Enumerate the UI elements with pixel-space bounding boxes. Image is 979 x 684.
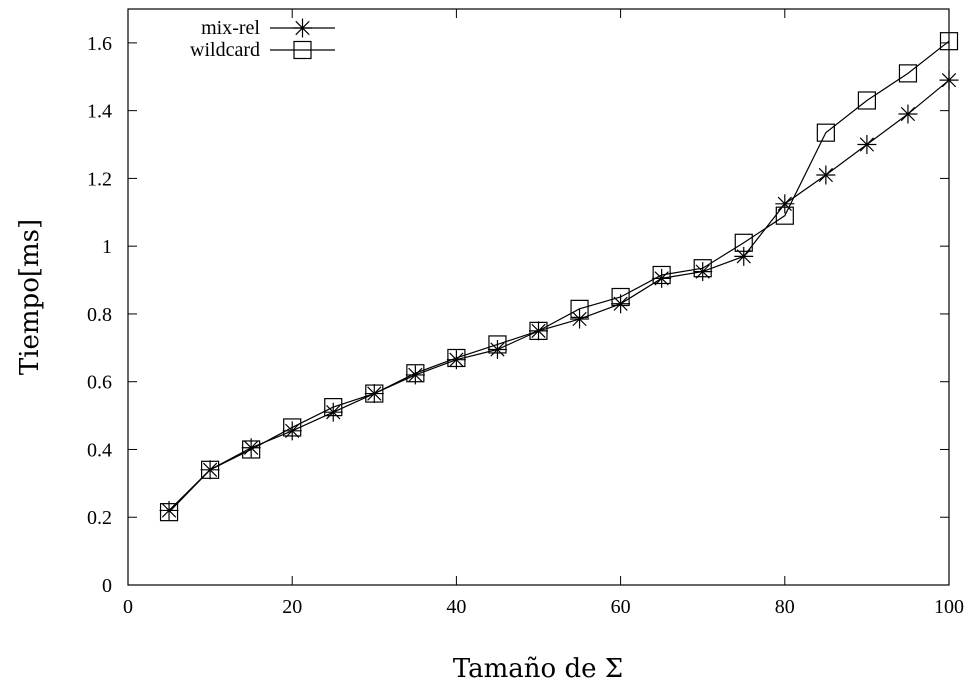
data-point-asterisk [570, 309, 590, 329]
series-layer [159, 32, 959, 522]
data-point-square [201, 460, 220, 479]
data-point-square [293, 40, 312, 60]
y-tick-label: 0.8 [87, 304, 112, 326]
data-point-asterisk [857, 135, 877, 155]
data-point-square [693, 259, 712, 278]
axis-ticks [127, 9, 950, 586]
axis-tick-labels: 0 20 40 60 80 100 0 0.2 0.4 0.6 0.8 1 1.2 1.4 1.6 [87, 33, 964, 618]
series-line [168, 79, 950, 511]
data-point-square [611, 287, 630, 307]
x-axis-title: Tamaño de Σ [453, 654, 623, 684]
y-tick-label: 0.2 [87, 507, 112, 529]
data-point-square [816, 123, 835, 142]
y-axis-title: Tiempo[ms] [15, 219, 45, 375]
legend-label: wildcard [190, 39, 260, 61]
y-tick-label: 1.4 [87, 101, 112, 123]
data-point-square [324, 398, 343, 417]
legend-item-wildcard: wildcard [190, 39, 335, 61]
data-point-asterisk [293, 18, 312, 38]
legend-label: mix-rel [201, 17, 260, 39]
x-tick-label: 20 [282, 596, 302, 618]
data-point-asterisk [775, 194, 795, 214]
data-point-asterisk [734, 246, 754, 266]
data-point-square [365, 384, 384, 403]
data-point-square [406, 364, 425, 383]
data-point-square [652, 265, 671, 285]
series-wildcard [159, 32, 959, 522]
data-point-asterisk [487, 340, 507, 360]
data-point-asterisk [898, 104, 918, 124]
y-tick-label: 0 [102, 575, 112, 597]
data-point-asterisk [323, 402, 343, 422]
x-tick-label: 60 [611, 596, 631, 618]
data-point-square [570, 299, 589, 318]
data-point-asterisk [939, 70, 959, 90]
data-point-square [898, 64, 918, 83]
plot-frame [127, 8, 950, 586]
data-point-square [488, 335, 507, 354]
data-point-square [775, 206, 794, 225]
data-point-square [159, 503, 179, 522]
data-point-square [939, 32, 959, 51]
data-point-asterisk [816, 165, 836, 185]
data-point-square [529, 321, 548, 340]
data-point-square [734, 233, 753, 252]
data-point-square [242, 440, 261, 459]
data-point-square [857, 91, 877, 110]
data-point-square [447, 348, 466, 368]
data-point-asterisk [405, 365, 425, 385]
x-tick-label: 80 [775, 596, 795, 618]
y-tick-label: 1 [102, 236, 112, 258]
series-mix-rel [159, 70, 959, 520]
x-tick-label: 0 [123, 596, 133, 618]
series-line [168, 40, 950, 513]
legend-item-mix-rel: mix-rel [201, 17, 335, 39]
data-point-square [283, 418, 302, 437]
y-tick-label: 0.6 [87, 372, 112, 394]
y-tick-label: 0.4 [87, 439, 112, 461]
x-tick-label: 40 [446, 596, 466, 618]
data-point-asterisk [693, 262, 713, 282]
y-tick-label: 1.6 [87, 33, 112, 55]
y-tick-label: 1.2 [87, 168, 112, 190]
x-tick-label: 100 [934, 596, 964, 618]
